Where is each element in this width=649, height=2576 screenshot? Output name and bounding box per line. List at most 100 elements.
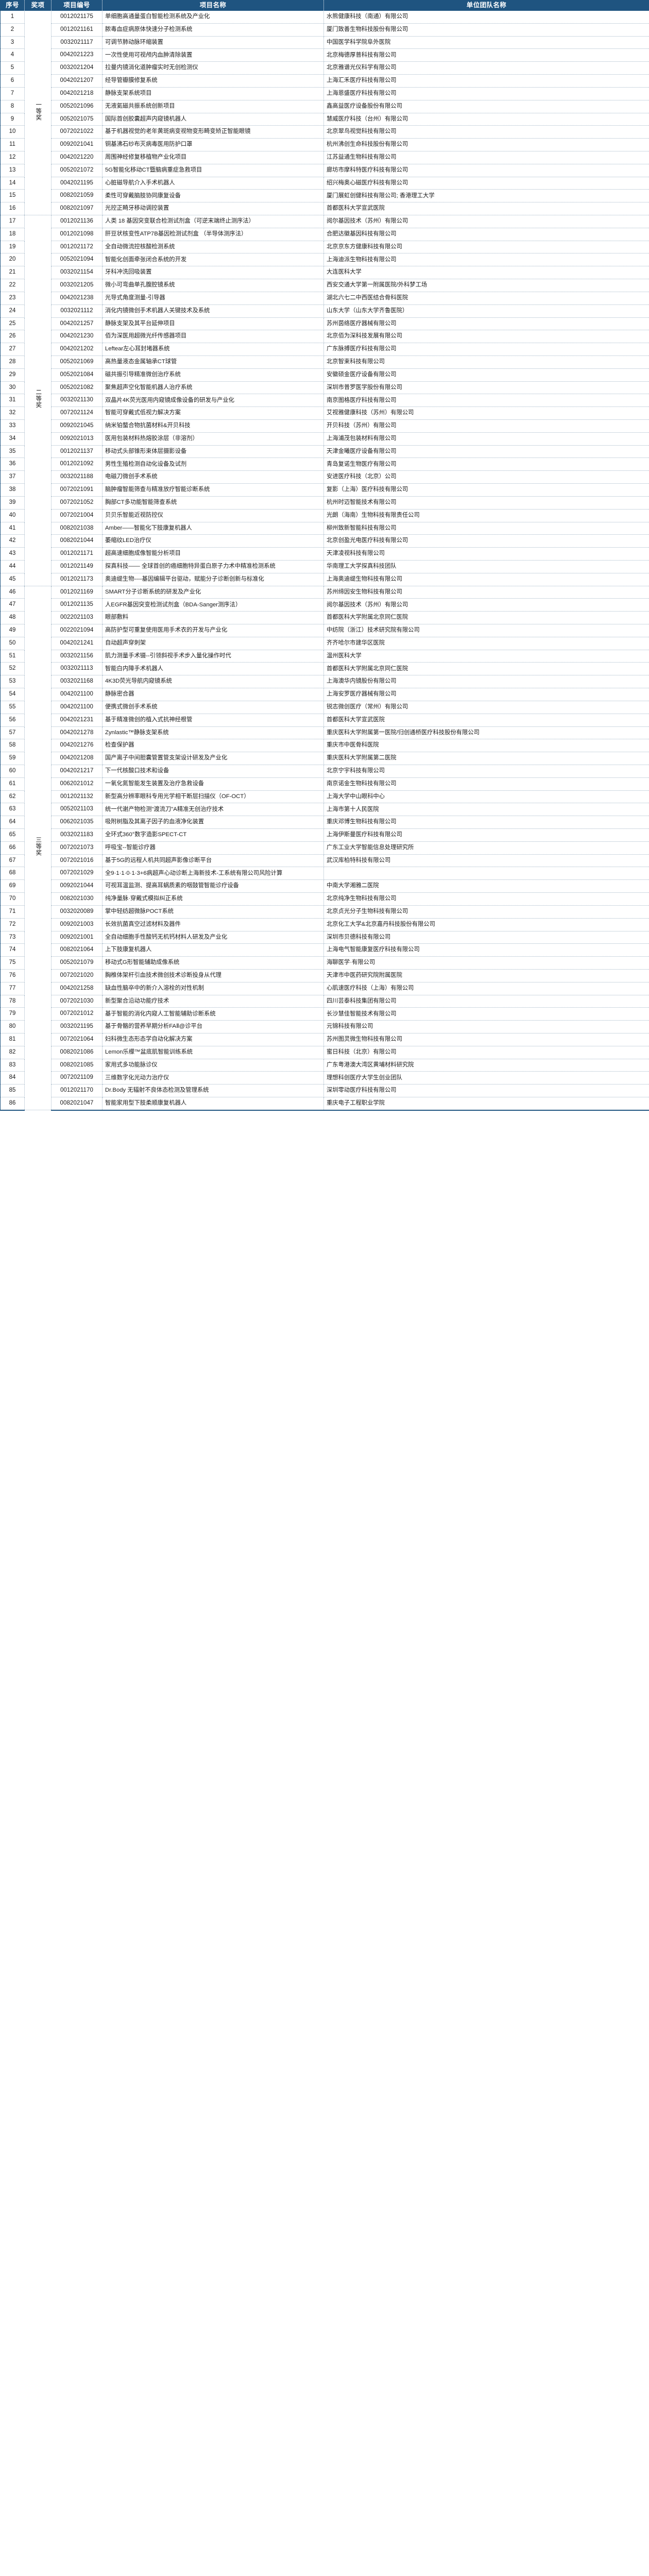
table-row: 57 0042021278 Zynlastic™静脉支架系统 重庆医科大学附属第一医院… — [0, 726, 649, 740]
cell-sequence-number: 25 — [0, 317, 25, 331]
cell-unit-team-name: 鑫高益医疗设备股份有限公司 — [323, 100, 649, 113]
cell-project-name: 电磁刀微创手术系统 — [102, 470, 324, 484]
cell-sequence-number: 65 — [0, 828, 25, 842]
cell-project-code: 0042021217 — [51, 765, 103, 778]
cell-project-code: 0042021230 — [51, 330, 103, 344]
cell-unit-team-name: 广东脉搏医疗科技有限公司 — [323, 343, 649, 356]
cell-project-code: 0072021124 — [51, 406, 103, 420]
cell-project-name: 无液氦磁共振系统创新项目 — [102, 100, 324, 113]
cell-sequence-number: 59 — [0, 752, 25, 765]
cell-unit-team-name: 四川芸泰科技集团有限公司 — [323, 995, 649, 1008]
cell-project-code: 0012021092 — [51, 457, 103, 471]
table-row: 22 0032021205 微小可弯曲单孔腹腔镜系统 西安交通大学第一附属医院/外科梦… — [0, 279, 649, 292]
cell-project-code: 0092021001 — [51, 931, 103, 944]
cell-sequence-number: 66 — [0, 841, 25, 855]
table-row: 51 0032021156 肌力测量手术镊--引领斜视手术步入量化操作时代 温州医科大… — [0, 650, 649, 663]
cell-unit-team-name: 杭州时迈智能技术有限公司 — [323, 496, 649, 510]
cell-project-name: 胸椎体架杆引血技术微创技术诊断投身从代理 — [102, 969, 324, 982]
cell-project-name: Leftear左心耳封堵器系统 — [102, 343, 324, 356]
column-header-name: 项目名称 — [102, 0, 324, 11]
cell-unit-team-name: 杭州沸创生命科技股份有限公司 — [323, 138, 649, 151]
cell-project-code: 0082021047 — [51, 1097, 103, 1111]
cell-project-name: 光控正畸牙移动调控装置 — [102, 202, 324, 215]
cell-unit-team-name: 重庆市中医骨科医院 — [323, 739, 649, 753]
table-row: 36 0012021092 男性生殖检测自动化设备及试剂 青岛复诺生物医疗有限公司 — [0, 457, 649, 471]
cell-project-name: 智能可穿戴式低视力解决方案 — [102, 406, 324, 420]
cell-sequence-number: 40 — [0, 509, 25, 522]
cell-unit-team-name: 广东工业大学智能信息处理研究所 — [323, 841, 649, 855]
cell-sequence-number: 12 — [0, 151, 25, 164]
cell-sequence-number: 35 — [0, 445, 25, 459]
cell-award-level: 三等奖 — [24, 586, 52, 1111]
cell-project-name: 光导式角度测量-引导器 — [102, 292, 324, 305]
cell-unit-team-name: 阅尔基因技术（苏州）有限公司 — [323, 598, 649, 612]
cell-project-code: 0042021258 — [51, 982, 103, 995]
cell-unit-team-name: 北京京东方健康科技有限公司 — [323, 241, 649, 254]
cell-unit-team-name: 武汉库柏特科技有限公司 — [323, 854, 649, 868]
cell-unit-team-name: 南京诺金生物科技有限公司 — [323, 777, 649, 791]
cell-project-code: 0072021016 — [51, 854, 103, 868]
cell-project-name: 静脉密合器 — [102, 688, 324, 701]
cell-project-name: 基于骨骼的营养早期分析FAⅡ@诊平台 — [102, 1020, 324, 1033]
cell-unit-team-name: 艾视雅健康科技（苏州）有限公司 — [323, 406, 649, 420]
table-row: 23 0042021238 光导式角度测量-引导器 湖北六七二中西医结合骨科医院 — [0, 292, 649, 305]
cell-sequence-number: 67 — [0, 854, 25, 868]
cell-unit-team-name: 北京梅德厚普科技有限公司 — [323, 48, 649, 62]
cell-unit-team-name: 北京化工大学&北京嘉丹科技股份有限公司 — [323, 918, 649, 931]
cell-unit-team-name: 光朗（海南）生物科技有限责任公司 — [323, 509, 649, 522]
cell-unit-team-name: 苏州茵络医疗器械有限公司 — [323, 317, 649, 331]
cell-project-name: 基于智能的消化内窥人工智能辅助诊断系统 — [102, 1007, 324, 1021]
cell-project-name: 拉曼内镜消化道肿瘤实时无创检测仪 — [102, 61, 324, 75]
table-row: 21 0032021154 牙科冲洗回吸装置 大连医科大学 — [0, 266, 649, 280]
cell-project-name: 一氧化氮智能发生装置及治疗急救设备 — [102, 777, 324, 791]
table-row: 83 0082021085 家用式多功能脉诊仪 广东粤港澳大湾区黄埔材料研究院 — [0, 1059, 649, 1072]
table-row: 27 0042021202 Leftear左心耳封堵器系统 广东脉搏医疗科技有限公司 — [0, 343, 649, 356]
cell-project-name: 奥迪缇生物----基因编辑平台驱动，赋能分子诊断创新与标准化 — [102, 573, 324, 586]
cell-project-name: 单细胞高通量蛋白智能检测系统及产业化 — [102, 11, 324, 24]
table-row: 68 0072021029 全9·1·1·0·1·3+6病超声心动诊断上海新技术-工… — [0, 867, 649, 880]
cell-project-code: 0082021097 — [51, 202, 103, 215]
cell-project-code: 0072021004 — [51, 509, 103, 522]
cell-unit-team-name: 温州医科大学 — [323, 650, 649, 663]
cell-sequence-number: 7 — [0, 87, 25, 100]
cell-unit-team-name: 上海浦茂包装材料有限公司 — [323, 432, 649, 446]
cell-unit-team-name: 海聊医学·有限公司 — [323, 956, 649, 970]
table-row: 2 0012021161 脓毒血症病原体快速分子检测系统 厦门致善生物科技股份有限公司 — [0, 23, 649, 37]
cell-project-code: 0012021137 — [51, 445, 103, 459]
table-row: 46 三等奖 0012021169 SMART分子诊断系统的研发及产业化 苏州缔因安生物… — [0, 586, 649, 1111]
cell-sequence-number: 30 — [0, 381, 25, 395]
cell-unit-team-name: 天津凌视科技有限公司 — [323, 547, 649, 561]
cell-project-code: 0012021173 — [51, 573, 103, 586]
cell-project-code: 0072021064 — [51, 1033, 103, 1046]
cell-project-code: 0072021012 — [51, 1007, 103, 1021]
cell-sequence-number: 11 — [0, 138, 25, 151]
cell-project-name: 贝贝乐智能近视防控仪 — [102, 509, 324, 522]
cell-project-name: 统一代谢产物检测"渡流刀"A精准无创治疗技术 — [102, 803, 324, 817]
cell-sequence-number: 53 — [0, 675, 25, 689]
cell-project-name: 男性生殖检测自动化设备及试剂 — [102, 457, 324, 471]
cell-project-name: 肝豆状核变性ATP7B基因检测试剂盒 （半导体测序法） — [102, 228, 324, 241]
cell-unit-team-name: 长沙慧佳智能技术有限公司 — [323, 1007, 649, 1021]
cell-sequence-number: 41 — [0, 522, 25, 535]
cell-project-name: 佰为深医用超微光纤传感器项目 — [102, 330, 324, 344]
cell-sequence-number: 20 — [0, 253, 25, 267]
cell-project-code: 0042021223 — [51, 48, 103, 62]
table-row: 32 0072021124 智能可穿戴式低视力解决方案 艾视雅健康科技（苏州）有限公司 — [0, 406, 649, 420]
table-row: 55 0042021100 便携式微创手术系统 锐志微创医疗（常州）有限公司 — [0, 701, 649, 714]
cell-project-name: 双晶片4K荧光医用内窥镜成像设备的研发与产业化 — [102, 394, 324, 408]
cell-unit-team-name: 廊坊市摩科特医疗科技有限公司 — [323, 164, 649, 177]
cell-project-code: 0072021020 — [51, 969, 103, 982]
cell-sequence-number: 55 — [0, 701, 25, 714]
cell-sequence-number: 60 — [0, 765, 25, 778]
cell-project-name: 脑肿瘤智能筛查与精准放疗智能诊断系统 — [102, 483, 324, 497]
cell-sequence-number: 76 — [0, 969, 25, 982]
cell-project-name: 下一代核酸口技术和设备 — [102, 765, 324, 778]
cell-project-code: 0042021276 — [51, 739, 103, 753]
cell-sequence-number: 78 — [0, 995, 25, 1008]
table-row: 18 0012021098 肝豆状核变性ATP7B基因检测试剂盒 （半导体测序法）合… — [0, 228, 649, 241]
table-row: 52 0032021113 智能白内障手术机器人 首都医科大学附属北京同仁医院 — [0, 662, 649, 676]
cell-unit-team-name: 重庆邓博生物科技有限公司 — [323, 816, 649, 829]
cell-unit-team-name: 开贝科技（苏州）有限公司 — [323, 419, 649, 433]
cell-project-code: 0042021241 — [51, 637, 103, 650]
cell-award-level: 二等奖 — [24, 215, 52, 586]
